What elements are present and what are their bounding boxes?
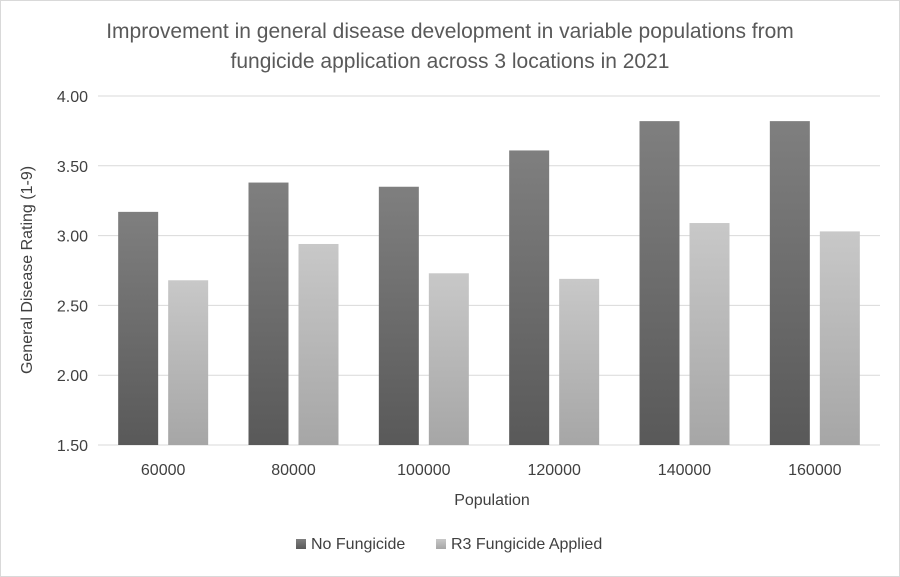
y-axis-ticks: 1.50 2.00 2.50 3.00 3.50 4.00 — [57, 89, 88, 455]
x-tick-label: 160000 — [788, 462, 841, 479]
bar-r3-fungicide-60000 — [168, 280, 209, 445]
legend: No Fungicide R3 Fungicide Applied — [296, 536, 602, 553]
x-axis-title: Population — [454, 492, 530, 509]
bar-no-fungicide-160000 — [769, 121, 810, 446]
bar-r3-fungicide-120000 — [559, 278, 600, 445]
bar-r3-fungicide-160000 — [819, 231, 860, 445]
bar-no-fungicide-120000 — [509, 150, 550, 445]
chart-title-line-1: Improvement in general disease developme… — [106, 20, 794, 43]
bar-r3-fungicide-80000 — [298, 243, 339, 445]
bar-r3-fungicide-100000 — [428, 273, 469, 445]
chart-title-line-2: fungicide application across 3 locations… — [231, 50, 670, 73]
gridlines — [98, 95, 880, 446]
y-tick-label: 2.00 — [57, 368, 88, 385]
legend-swatch — [436, 539, 446, 549]
y-axis-title: General Disease Rating (1-9) — [19, 166, 36, 374]
legend-swatch — [296, 539, 306, 549]
legend-label: R3 Fungicide Applied — [451, 536, 602, 553]
y-tick-label: 2.50 — [57, 298, 88, 315]
bar-no-fungicide-80000 — [248, 182, 289, 445]
bar-no-fungicide-60000 — [118, 211, 159, 445]
bars — [118, 121, 860, 446]
y-tick-label: 4.00 — [57, 89, 88, 106]
legend-label: No Fungicide — [311, 536, 405, 553]
y-tick-label: 3.50 — [57, 159, 88, 176]
bar-no-fungicide-140000 — [639, 121, 680, 446]
y-tick-label: 3.00 — [57, 229, 88, 246]
x-tick-label: 140000 — [658, 462, 711, 479]
x-tick-label: 120000 — [527, 462, 580, 479]
bar-no-fungicide-100000 — [378, 186, 419, 446]
bar-r3-fungicide-140000 — [689, 223, 730, 445]
x-tick-label: 60000 — [141, 462, 186, 479]
x-tick-label: 100000 — [397, 462, 450, 479]
x-axis-ticks: 60000 80000 100000 120000 140000 160000 — [141, 462, 842, 479]
y-tick-label: 1.50 — [57, 438, 88, 455]
x-tick-label: 80000 — [271, 462, 316, 479]
